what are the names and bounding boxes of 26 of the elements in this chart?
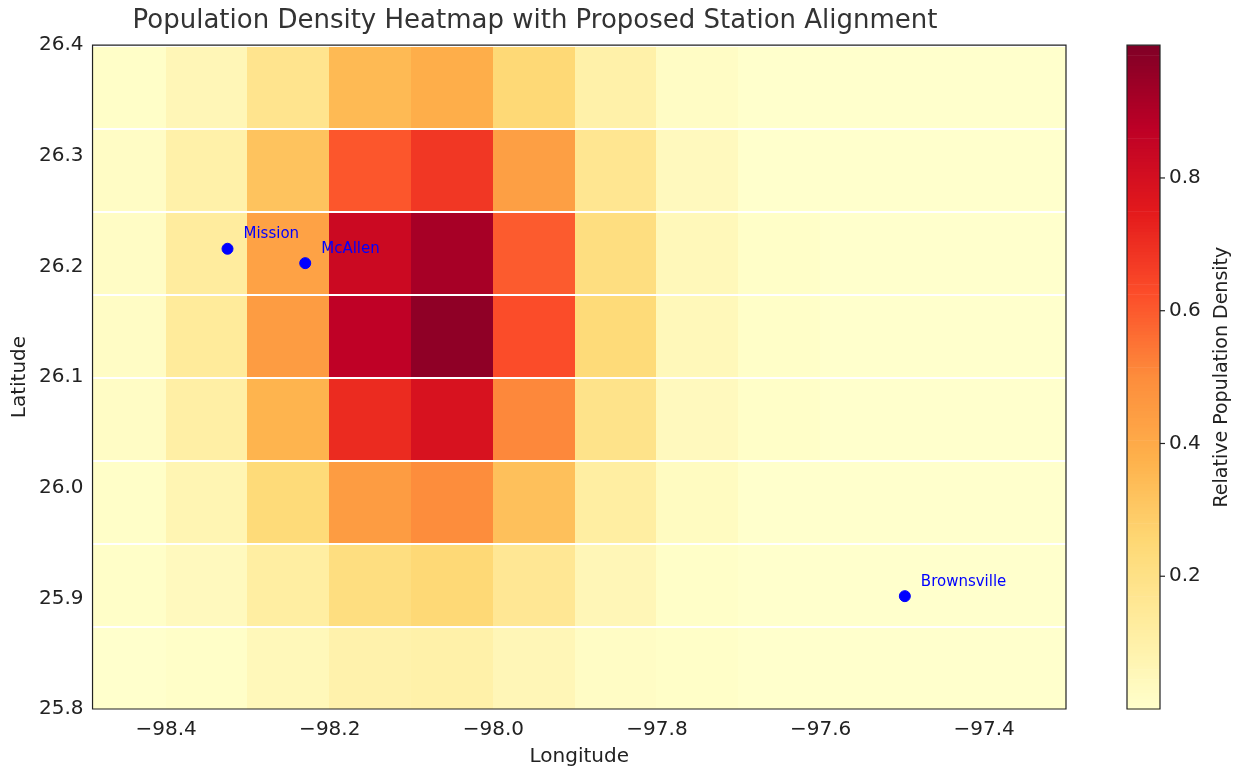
x-tick-label: −98.2 — [299, 716, 361, 741]
point — [221, 242, 234, 255]
x-tick-label: −97.8 — [626, 716, 688, 741]
x-tick-label: −98.0 — [462, 716, 525, 741]
chart-title: Population Density Heatmap with Proposed Station Alignment — [132, 4, 938, 35]
x-tick-label: −98.4 — [135, 716, 197, 741]
series-label: Mission — [243, 224, 300, 243]
x-tick-label: −97.6 — [789, 716, 852, 741]
color-bar-title: Relative Population Density — [1208, 246, 1231, 508]
color-bar-label: 0.8 — [1169, 164, 1201, 189]
y-tick-label: 25.9 — [39, 584, 84, 609]
y-axis-title: Latitude — [6, 335, 31, 419]
y-tick-label: 26.4 — [39, 31, 84, 56]
series-label: Brownsville — [920, 571, 1007, 590]
y-tick-label: 26.3 — [39, 142, 84, 167]
color-bar-label: 0.6 — [1169, 296, 1201, 321]
y-tick-label: 26.0 — [39, 473, 84, 498]
color-bar-label: 0.2 — [1169, 562, 1201, 587]
y-tick-label: 26.1 — [39, 363, 84, 388]
color-bar-label: 0.4 — [1169, 429, 1201, 454]
y-tick-label: 25.8 — [39, 695, 84, 720]
x-tick-label: −97.4 — [953, 716, 1015, 741]
point — [898, 590, 911, 603]
point — [299, 257, 312, 270]
y-tick-label: 26.2 — [39, 252, 84, 277]
x-axis-title: Longitude — [529, 743, 630, 768]
